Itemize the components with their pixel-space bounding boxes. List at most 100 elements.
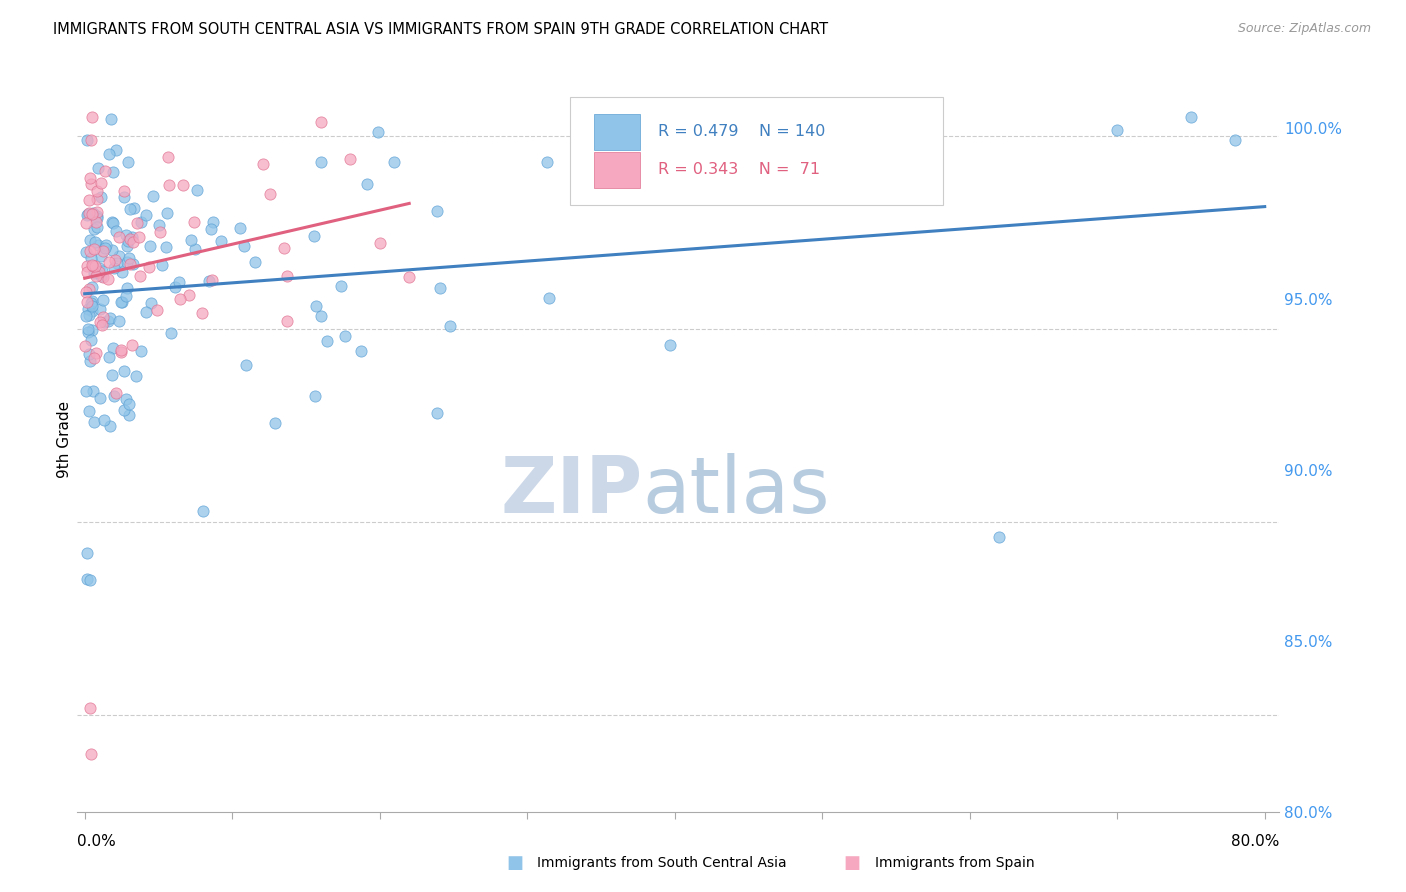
Point xyxy=(124,369,146,384)
Point xyxy=(264,416,287,430)
Point xyxy=(80,323,103,337)
Bar xyxy=(595,152,640,187)
Point xyxy=(426,407,449,421)
Point xyxy=(77,308,100,322)
Point xyxy=(75,309,97,323)
Point xyxy=(110,294,132,309)
Text: ■: ■ xyxy=(844,854,860,871)
Point xyxy=(191,503,214,517)
Point xyxy=(101,165,124,179)
Point xyxy=(111,264,134,278)
Point xyxy=(115,392,138,406)
Point xyxy=(884,186,907,201)
Point xyxy=(93,269,115,284)
Point xyxy=(104,253,127,268)
Point xyxy=(125,216,148,230)
Point xyxy=(311,155,333,169)
Point xyxy=(104,143,127,157)
Point xyxy=(110,345,132,359)
Point xyxy=(91,293,114,307)
Point xyxy=(128,230,150,244)
Point xyxy=(118,408,141,422)
Point xyxy=(80,747,103,761)
Point xyxy=(76,572,98,586)
Point xyxy=(155,240,177,254)
Point xyxy=(172,178,194,192)
Point xyxy=(235,358,257,372)
Point xyxy=(305,299,328,313)
Point xyxy=(82,384,104,398)
Point xyxy=(108,229,131,244)
Point xyxy=(77,206,100,220)
Point xyxy=(89,301,111,316)
Point xyxy=(80,296,103,310)
Point xyxy=(121,235,143,250)
Point xyxy=(79,233,101,247)
FancyBboxPatch shape xyxy=(571,96,943,204)
Point xyxy=(90,268,112,283)
Point xyxy=(75,339,97,353)
Point xyxy=(117,397,139,411)
Point xyxy=(100,112,122,127)
Point xyxy=(122,202,145,216)
Point xyxy=(94,241,117,255)
Point xyxy=(233,239,256,253)
Point xyxy=(80,299,103,313)
Point xyxy=(191,305,214,319)
Point xyxy=(97,255,120,269)
Point xyxy=(259,187,281,202)
Point xyxy=(83,351,105,365)
Point xyxy=(96,314,118,328)
Point xyxy=(356,178,378,192)
Point xyxy=(91,310,114,325)
Point xyxy=(273,241,295,255)
Text: Immigrants from Spain: Immigrants from Spain xyxy=(875,855,1035,870)
Point xyxy=(243,255,266,269)
Point xyxy=(177,288,200,302)
Point xyxy=(200,221,222,235)
Point xyxy=(77,302,100,317)
Point xyxy=(115,281,138,295)
Point xyxy=(98,418,121,433)
Point xyxy=(91,318,114,333)
Point xyxy=(1225,132,1247,146)
Point xyxy=(149,225,172,239)
Point xyxy=(83,266,105,280)
Point xyxy=(121,257,143,271)
Point xyxy=(135,208,157,222)
Point xyxy=(79,347,101,361)
Point xyxy=(110,343,132,357)
Point xyxy=(83,415,105,429)
Point xyxy=(439,319,461,334)
Point xyxy=(86,346,108,360)
Point xyxy=(659,338,682,352)
Point xyxy=(186,183,208,197)
Y-axis label: 9th Grade: 9th Grade xyxy=(56,401,72,478)
Point xyxy=(131,215,153,229)
Point xyxy=(87,238,110,252)
Point xyxy=(139,296,162,310)
Point xyxy=(148,218,170,232)
Point xyxy=(229,221,252,235)
Point xyxy=(82,280,104,294)
Point xyxy=(201,215,224,229)
Point xyxy=(105,224,128,238)
Point xyxy=(90,176,112,190)
Point xyxy=(97,147,120,161)
Point xyxy=(118,251,141,265)
Point xyxy=(304,389,326,403)
Point xyxy=(121,338,143,352)
Point xyxy=(76,208,98,222)
Point xyxy=(368,235,391,250)
Point xyxy=(120,202,142,217)
Point xyxy=(105,256,128,270)
Point xyxy=(76,265,98,279)
Text: Immigrants from South Central Asia: Immigrants from South Central Asia xyxy=(537,855,787,870)
Point xyxy=(80,258,103,272)
Point xyxy=(183,242,205,256)
Text: R = 0.343    N =  71: R = 0.343 N = 71 xyxy=(658,162,820,178)
Point xyxy=(93,412,115,426)
Point xyxy=(86,220,108,235)
Point xyxy=(142,188,165,202)
Bar xyxy=(595,114,640,150)
